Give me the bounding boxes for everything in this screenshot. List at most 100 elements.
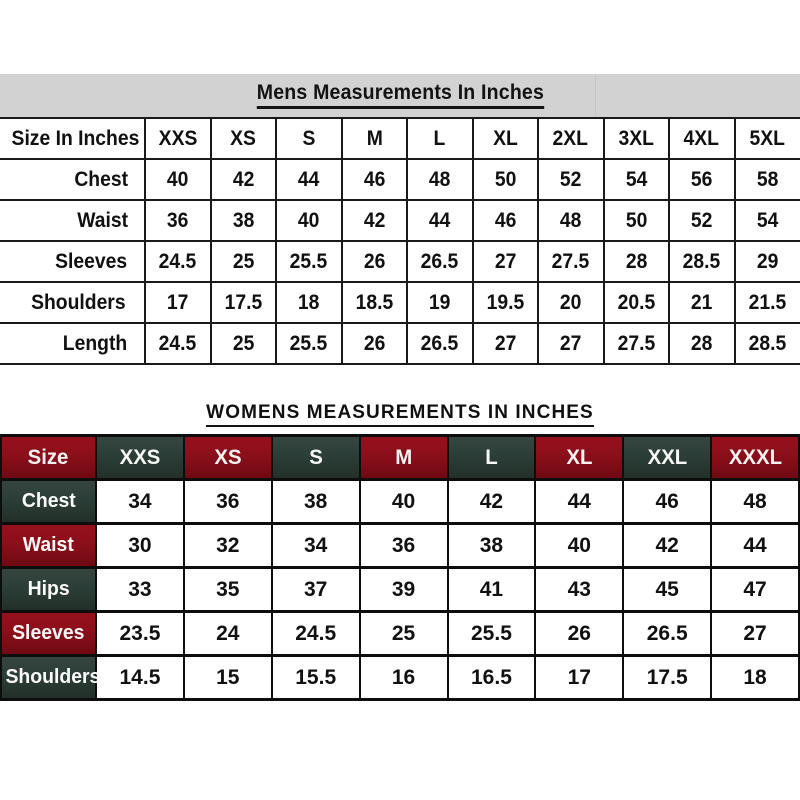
mens-sleeves-5xl: 29 <box>733 240 800 283</box>
mens-shoulders-s: 18 <box>275 281 343 324</box>
mens-waist-l: 44 <box>406 199 474 242</box>
womens-shoulders-m: 16 <box>360 657 447 698</box>
table-row: Shoulders 14.5 15 15.5 16 16.5 17 17.5 1… <box>2 657 798 698</box>
mens-row-label-sleeves: Sleeves <box>0 240 146 283</box>
table-row: Chest 40 42 44 46 48 50 52 54 56 58 <box>0 158 800 201</box>
mens-sleeves-3xl: 28 <box>602 240 670 283</box>
mens-length-l: 26.5 <box>406 322 474 365</box>
mens-shoulders-xl: 19.5 <box>471 281 539 324</box>
mens-header-4xl: 4XL <box>668 117 736 160</box>
womens-shoulders-xxl: 17.5 <box>624 657 711 698</box>
mens-shoulders-l: 19 <box>406 281 474 324</box>
womens-shoulders-xxxl: 18 <box>712 657 798 698</box>
womens-hips-xl: 43 <box>536 569 623 610</box>
mens-shoulders-xs: 17.5 <box>209 281 277 324</box>
womens-measurements-table: Size XXS XS S M L XL XXL XXXL Chest 34 3… <box>0 434 800 701</box>
womens-chest-m: 40 <box>360 481 447 522</box>
womens-sleeves-xxs: 23.5 <box>97 613 183 654</box>
womens-header-l: L <box>448 437 535 478</box>
mens-chest-s: 44 <box>275 158 343 201</box>
mens-shoulders-3xl: 20.5 <box>602 281 670 324</box>
womens-header-xxxl: XXXL <box>712 437 798 478</box>
womens-chest-xxs: 34 <box>97 481 183 522</box>
mens-sleeves-s: 25.5 <box>275 240 343 283</box>
mens-sleeves-m: 26 <box>340 240 408 283</box>
mens-header-2xl: 2XL <box>537 117 605 160</box>
womens-header-m: M <box>360 437 447 478</box>
womens-row-label-waist: Waist <box>2 525 95 566</box>
womens-table-title: WOMENS MEASUREMENTS IN INCHES <box>206 402 594 428</box>
womens-sleeves-m: 25 <box>360 613 447 654</box>
mens-shoulders-5xl: 21.5 <box>733 281 800 324</box>
mens-chest-2xl: 52 <box>537 158 605 201</box>
womens-waist-xxs: 30 <box>97 525 183 566</box>
womens-sleeves-l: 25.5 <box>448 613 535 654</box>
womens-waist-xxl: 42 <box>624 525 711 566</box>
womens-hips-s: 37 <box>272 569 359 610</box>
mens-sleeves-2xl: 27.5 <box>537 240 605 283</box>
mens-length-s: 25.5 <box>275 322 343 365</box>
mens-waist-4xl: 52 <box>668 199 736 242</box>
womens-header-xxs: XXS <box>97 437 183 478</box>
womens-shoulders-s: 15.5 <box>272 657 359 698</box>
mens-chest-3xl: 54 <box>602 158 670 201</box>
mens-header-5xl: 5XL <box>733 117 800 160</box>
womens-sleeves-xl: 26 <box>536 613 623 654</box>
womens-row-label-chest: Chest <box>2 481 95 522</box>
womens-chest-xxxl: 48 <box>712 481 798 522</box>
mens-length-4xl: 28 <box>668 322 736 365</box>
mens-header-m: M <box>340 117 408 160</box>
womens-chest-l: 42 <box>448 481 535 522</box>
mens-shoulders-4xl: 21 <box>668 281 736 324</box>
womens-shoulders-l: 16.5 <box>448 657 535 698</box>
mens-length-3xl: 27.5 <box>602 322 670 365</box>
womens-waist-xs: 32 <box>184 525 271 566</box>
mens-sleeves-4xl: 28.5 <box>668 240 736 283</box>
table-row: Hips 33 35 37 39 41 43 45 47 <box>2 569 798 610</box>
table-row: Waist 36 38 40 42 44 46 48 50 52 54 <box>0 199 800 242</box>
womens-sleeves-xxxl: 27 <box>712 613 798 654</box>
womens-hips-xs: 35 <box>184 569 271 610</box>
mens-chest-m: 46 <box>340 158 408 201</box>
womens-title-wrap: WOMENS MEASUREMENTS IN INCHES <box>0 398 800 432</box>
mens-length-5xl: 28.5 <box>733 322 800 365</box>
womens-waist-m: 36 <box>360 525 447 566</box>
mens-header-xxs: XXS <box>144 117 212 160</box>
mens-chest-xxs: 40 <box>144 158 212 201</box>
mens-sleeves-xl: 27 <box>471 240 539 283</box>
womens-header-s: S <box>272 437 359 478</box>
womens-waist-l: 38 <box>448 525 535 566</box>
womens-table-body: Size XXS XS S M L XL XXL XXXL Chest 34 3… <box>2 437 798 698</box>
mens-sleeves-xxs: 24.5 <box>144 240 212 283</box>
womens-header-xxl: XXL <box>624 437 711 478</box>
womens-row-label-sleeves: Sleeves <box>2 613 95 654</box>
mens-sleeves-l: 26.5 <box>406 240 474 283</box>
mens-row-label-waist: Waist <box>0 199 146 242</box>
mens-waist-m: 42 <box>340 199 408 242</box>
womens-chest-s: 38 <box>272 481 359 522</box>
womens-chest-xxl: 46 <box>624 481 711 522</box>
table-row: Sleeves 23.5 24 24.5 25 25.5 26 26.5 27 <box>2 613 798 654</box>
table-row: Waist 30 32 34 36 38 40 42 44 <box>2 525 798 566</box>
mens-table-title: Mens Measurements In Inches <box>256 82 544 109</box>
mens-sleeves-xs: 25 <box>209 240 277 283</box>
womens-shoulders-xxs: 14.5 <box>97 657 183 698</box>
table-row: Chest 34 36 38 40 42 44 46 48 <box>2 481 798 522</box>
womens-waist-xxxl: 44 <box>712 525 798 566</box>
womens-hips-xxl: 45 <box>624 569 711 610</box>
mens-length-2xl: 27 <box>537 322 605 365</box>
mens-chest-5xl: 58 <box>733 158 800 201</box>
mens-shoulders-xxs: 17 <box>144 281 212 324</box>
table-row: Shoulders 17 17.5 18 18.5 19 19.5 20 20.… <box>0 281 800 324</box>
table-row: Length 24.5 25 25.5 26 26.5 27 27 27.5 2… <box>0 322 800 365</box>
mens-header-s: S <box>275 117 343 160</box>
mens-waist-xs: 38 <box>209 199 277 242</box>
mens-shoulders-m: 18.5 <box>340 281 408 324</box>
mens-header-3xl: 3XL <box>602 117 670 160</box>
mens-length-m: 26 <box>340 322 408 365</box>
mens-row-label-length: Length <box>0 322 146 365</box>
mens-waist-3xl: 50 <box>602 199 670 242</box>
mens-row-label-shoulders: Shoulders <box>0 281 146 324</box>
mens-waist-2xl: 48 <box>537 199 605 242</box>
